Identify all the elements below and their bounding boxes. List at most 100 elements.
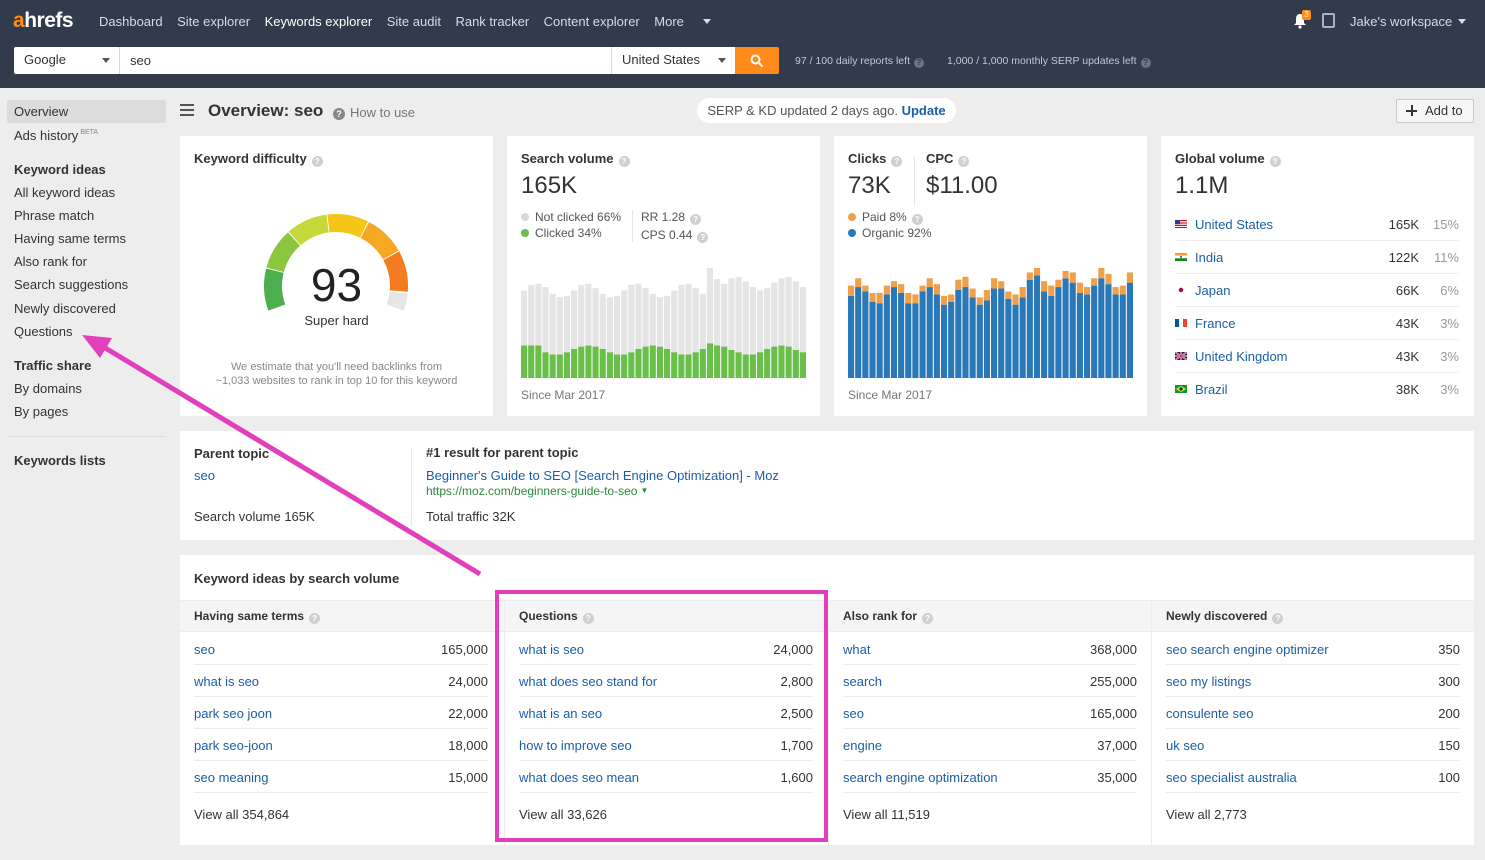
keyword-link[interactable]: engine xyxy=(843,738,883,753)
search-volume-bar[interactable] xyxy=(714,345,721,378)
clicks-bar[interactable] xyxy=(1012,304,1019,378)
sidebar-item-search-suggestions[interactable]: Search suggestions xyxy=(14,277,129,292)
search-volume-bar-top[interactable] xyxy=(749,287,756,355)
search-volume-bar[interactable] xyxy=(671,352,678,378)
search-volume-bar-top[interactable] xyxy=(613,296,621,355)
clicks-bar[interactable] xyxy=(1076,292,1083,378)
clicks-bar-top[interactable] xyxy=(1112,287,1119,295)
how-to-use-link[interactable]: ? How to use xyxy=(333,105,415,120)
clicks-bar[interactable] xyxy=(912,303,919,378)
column-heading[interactable]: Also rank for? xyxy=(843,609,934,624)
clicks-bar-top[interactable] xyxy=(848,285,855,296)
clicks-bar-top[interactable] xyxy=(912,294,919,304)
nav-site-audit[interactable]: Site audit xyxy=(386,14,441,29)
help-icon[interactable]: ? xyxy=(958,156,970,167)
sidebar-item-all-keyword-ideas[interactable]: All keyword ideas xyxy=(14,185,116,200)
keyword-link[interactable]: how to improve seo xyxy=(519,738,632,753)
search-engine-select[interactable]: Google xyxy=(14,47,120,74)
search-volume-bar-top[interactable] xyxy=(521,290,528,346)
clicks-bar[interactable] xyxy=(955,290,962,378)
clicks-bar-top[interactable] xyxy=(855,278,862,288)
clicks-bar[interactable] xyxy=(948,301,955,378)
top-result-url[interactable]: https://moz.com/beginners-guide-to-seo ▼ xyxy=(426,484,649,498)
ahrefs-logo[interactable]: ahrefs xyxy=(13,9,74,32)
search-volume-bar[interactable] xyxy=(792,349,799,378)
search-volume-bar-top[interactable] xyxy=(764,288,771,349)
sidebar-item-overview[interactable]: Overview xyxy=(14,104,69,119)
sidebar-item-ads-history[interactable]: Ads history BETA xyxy=(14,128,99,143)
clicks-bar-top[interactable] xyxy=(905,292,912,304)
clicks-bar[interactable] xyxy=(919,291,926,378)
search-volume-bar[interactable] xyxy=(592,346,599,378)
search-volume-bar[interactable] xyxy=(785,346,792,378)
caret-down-icon[interactable]: ▼ xyxy=(640,486,649,495)
search-volume-bar-top[interactable] xyxy=(792,281,799,350)
add-to-button[interactable]: Add to xyxy=(1396,99,1474,123)
search-volume-bar-top[interactable] xyxy=(592,288,599,347)
search-volume-bar[interactable] xyxy=(749,354,756,378)
search-volume-bar-top[interactable] xyxy=(742,281,749,355)
sidebar-item-by-pages[interactable]: By pages xyxy=(14,404,69,419)
clicks-bar[interactable] xyxy=(926,287,933,378)
clicks-bar-top[interactable] xyxy=(876,292,883,304)
keyword-link[interactable]: what does seo stand for xyxy=(519,674,658,689)
column-heading[interactable]: Newly discovered? xyxy=(1166,609,1284,624)
search-volume-bar[interactable] xyxy=(656,346,663,378)
keyword-link[interactable]: search engine optimization xyxy=(843,770,998,785)
clicks-bar[interactable] xyxy=(1055,287,1062,378)
search-volume-bar[interactable] xyxy=(585,345,592,378)
nav-rank-tracker[interactable]: Rank tracker xyxy=(455,14,530,29)
search-volume-bar-top[interactable] xyxy=(778,278,785,346)
search-volume-bar-top[interactable] xyxy=(563,296,571,353)
search-volume-bar[interactable] xyxy=(664,348,671,378)
clicks-bar[interactable] xyxy=(1041,291,1048,378)
country-row[interactable]: Brazil 38K 3% xyxy=(1175,373,1459,406)
search-volume-bar-top[interactable] xyxy=(714,279,721,346)
search-volume-bar-top[interactable] xyxy=(735,276,742,353)
clicks-bar-top[interactable] xyxy=(1033,268,1041,276)
search-volume-bar-top[interactable] xyxy=(685,283,692,355)
nav-dashboard[interactable]: Dashboard xyxy=(99,14,163,29)
clicks-bar-top[interactable] xyxy=(948,294,955,302)
search-volume-bar-top[interactable] xyxy=(756,290,764,353)
search-volume-bar[interactable] xyxy=(542,352,549,378)
search-volume-bar[interactable] xyxy=(606,352,613,378)
clicks-bar[interactable] xyxy=(1091,285,1098,378)
parent-topic-keyword[interactable]: seo xyxy=(194,468,215,483)
search-volume-bar[interactable] xyxy=(649,345,656,378)
keyword-search-input[interactable] xyxy=(120,47,612,74)
sidebar-item-also-rank-for[interactable]: Also rank for xyxy=(14,254,87,269)
search-volume-bar-top[interactable] xyxy=(656,297,663,347)
sidebar-item-phrase-match[interactable]: Phrase match xyxy=(14,208,95,223)
search-button[interactable] xyxy=(735,47,779,74)
search-volume-bar-top[interactable] xyxy=(621,290,628,355)
clicks-bar-top[interactable] xyxy=(883,285,890,295)
search-volume-bar[interactable] xyxy=(678,354,685,378)
clicks-bar[interactable] xyxy=(976,304,983,378)
keyword-link[interactable]: seo my listings xyxy=(1166,674,1252,689)
clicks-bar[interactable] xyxy=(1126,282,1133,378)
help-icon[interactable]: ? xyxy=(1269,156,1281,167)
search-volume-bar-top[interactable] xyxy=(635,283,642,349)
keyword-link[interactable]: park seo joon xyxy=(194,706,273,721)
view-all-link[interactable]: View all 354,864 xyxy=(194,807,290,822)
tablet-icon[interactable] xyxy=(1322,13,1335,28)
keyword-link[interactable]: seo xyxy=(843,706,864,721)
search-volume-bar-top[interactable] xyxy=(542,287,549,353)
search-volume-bar[interactable] xyxy=(742,354,749,378)
view-all-link[interactable]: View all 11,519 xyxy=(843,807,930,822)
help-icon[interactable]: ? xyxy=(618,156,630,167)
clicks-bar-top[interactable] xyxy=(1019,287,1026,298)
clicks-bar[interactable] xyxy=(876,303,883,378)
clicks-bar-top[interactable] xyxy=(955,279,962,290)
clicks-bar[interactable] xyxy=(1033,275,1041,378)
clicks-bar-top[interactable] xyxy=(1091,278,1098,286)
clicks-bar-top[interactable] xyxy=(962,276,969,288)
keyword-link[interactable]: consulente seo xyxy=(1166,706,1254,721)
notifications-button[interactable]: 3 xyxy=(1292,10,1311,29)
clicks-bar-top[interactable] xyxy=(933,284,940,295)
search-volume-bar-top[interactable] xyxy=(799,287,806,353)
keyword-link[interactable]: seo search engine optimizer xyxy=(1166,642,1329,657)
search-volume-bar[interactable] xyxy=(571,348,578,378)
search-volume-bar[interactable] xyxy=(528,345,535,378)
